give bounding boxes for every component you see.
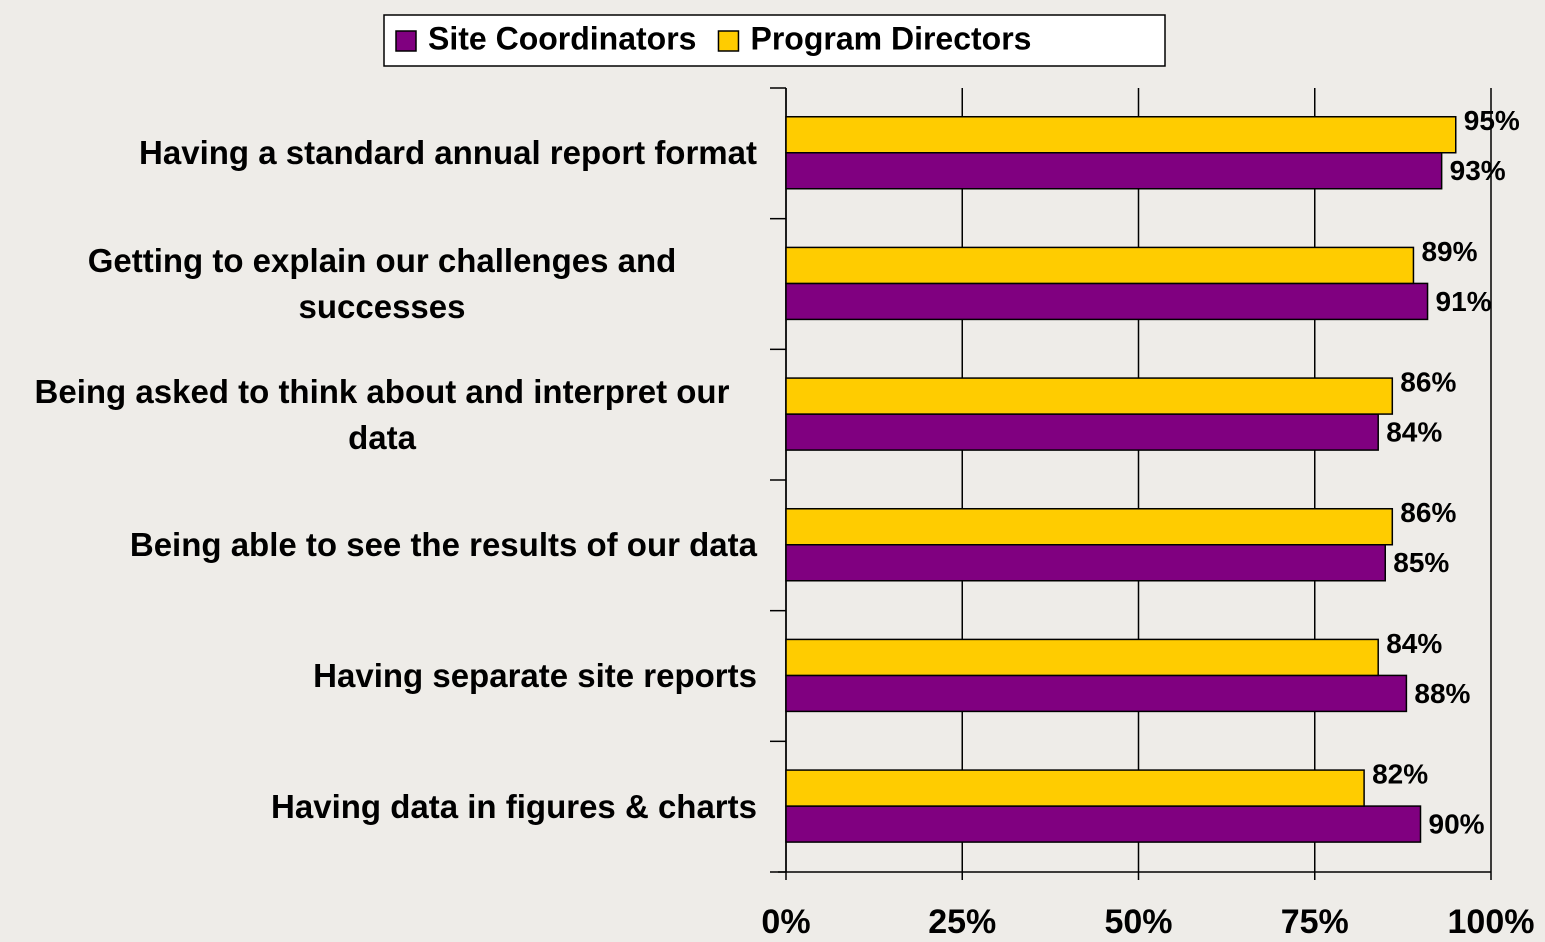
category-label-text: Having separate site reports bbox=[313, 656, 757, 694]
category-label-text: Having a standard annual report format bbox=[139, 134, 757, 172]
value-label: 85% bbox=[1393, 547, 1449, 578]
value-label: 93% bbox=[1450, 155, 1506, 186]
x-tick-label: 100% bbox=[1448, 903, 1535, 941]
bar bbox=[785, 769, 1365, 807]
bar bbox=[785, 115, 1457, 154]
legend-swatch bbox=[717, 30, 740, 52]
legend-swatch bbox=[395, 30, 417, 52]
value-label: 95% bbox=[1464, 105, 1520, 136]
legend-label: Site Coordinators bbox=[428, 20, 696, 56]
bar bbox=[785, 805, 1422, 843]
category-label-text: Being asked to think about and interpret… bbox=[34, 372, 730, 456]
value-label: 84% bbox=[1386, 416, 1442, 447]
category-label-text: Having data in figures & charts bbox=[271, 787, 757, 825]
value-label: 88% bbox=[1414, 678, 1470, 709]
bar bbox=[785, 413, 1379, 451]
legend-box bbox=[383, 14, 1166, 67]
bar bbox=[785, 246, 1415, 285]
x-tick-label: 0% bbox=[761, 903, 810, 941]
bar bbox=[785, 282, 1429, 321]
category-label-text: Getting to explain our challenges and su… bbox=[87, 241, 677, 325]
value-label: 90% bbox=[1429, 808, 1485, 839]
value-label: 89% bbox=[1421, 236, 1477, 267]
bar bbox=[785, 638, 1379, 677]
bar bbox=[785, 543, 1386, 582]
value-label: 86% bbox=[1400, 366, 1456, 397]
x-tick-label: 75% bbox=[1281, 903, 1349, 941]
category-label: Having a standard annual report format bbox=[0, 88, 757, 219]
bar bbox=[785, 507, 1394, 546]
value-label: 86% bbox=[1400, 497, 1456, 528]
value-label: 82% bbox=[1372, 758, 1428, 789]
category-label: Being able to see the results of our dat… bbox=[0, 480, 757, 611]
category-label: Having separate site reports bbox=[0, 611, 757, 742]
category-label: Being asked to think about and interpret… bbox=[0, 349, 757, 480]
value-label: 91% bbox=[1436, 286, 1492, 317]
legend-label: Program Directors bbox=[750, 20, 1031, 56]
bar bbox=[785, 151, 1443, 190]
category-label: Getting to explain our challenges and su… bbox=[0, 219, 757, 350]
x-tick-label: 50% bbox=[1104, 903, 1172, 941]
category-label: Having data in figures & charts bbox=[0, 741, 757, 872]
bar bbox=[785, 377, 1394, 415]
bar bbox=[785, 674, 1408, 713]
x-tick-label: 25% bbox=[928, 903, 996, 941]
value-label: 84% bbox=[1386, 628, 1442, 659]
category-label-text: Being able to see the results of our dat… bbox=[129, 526, 757, 564]
